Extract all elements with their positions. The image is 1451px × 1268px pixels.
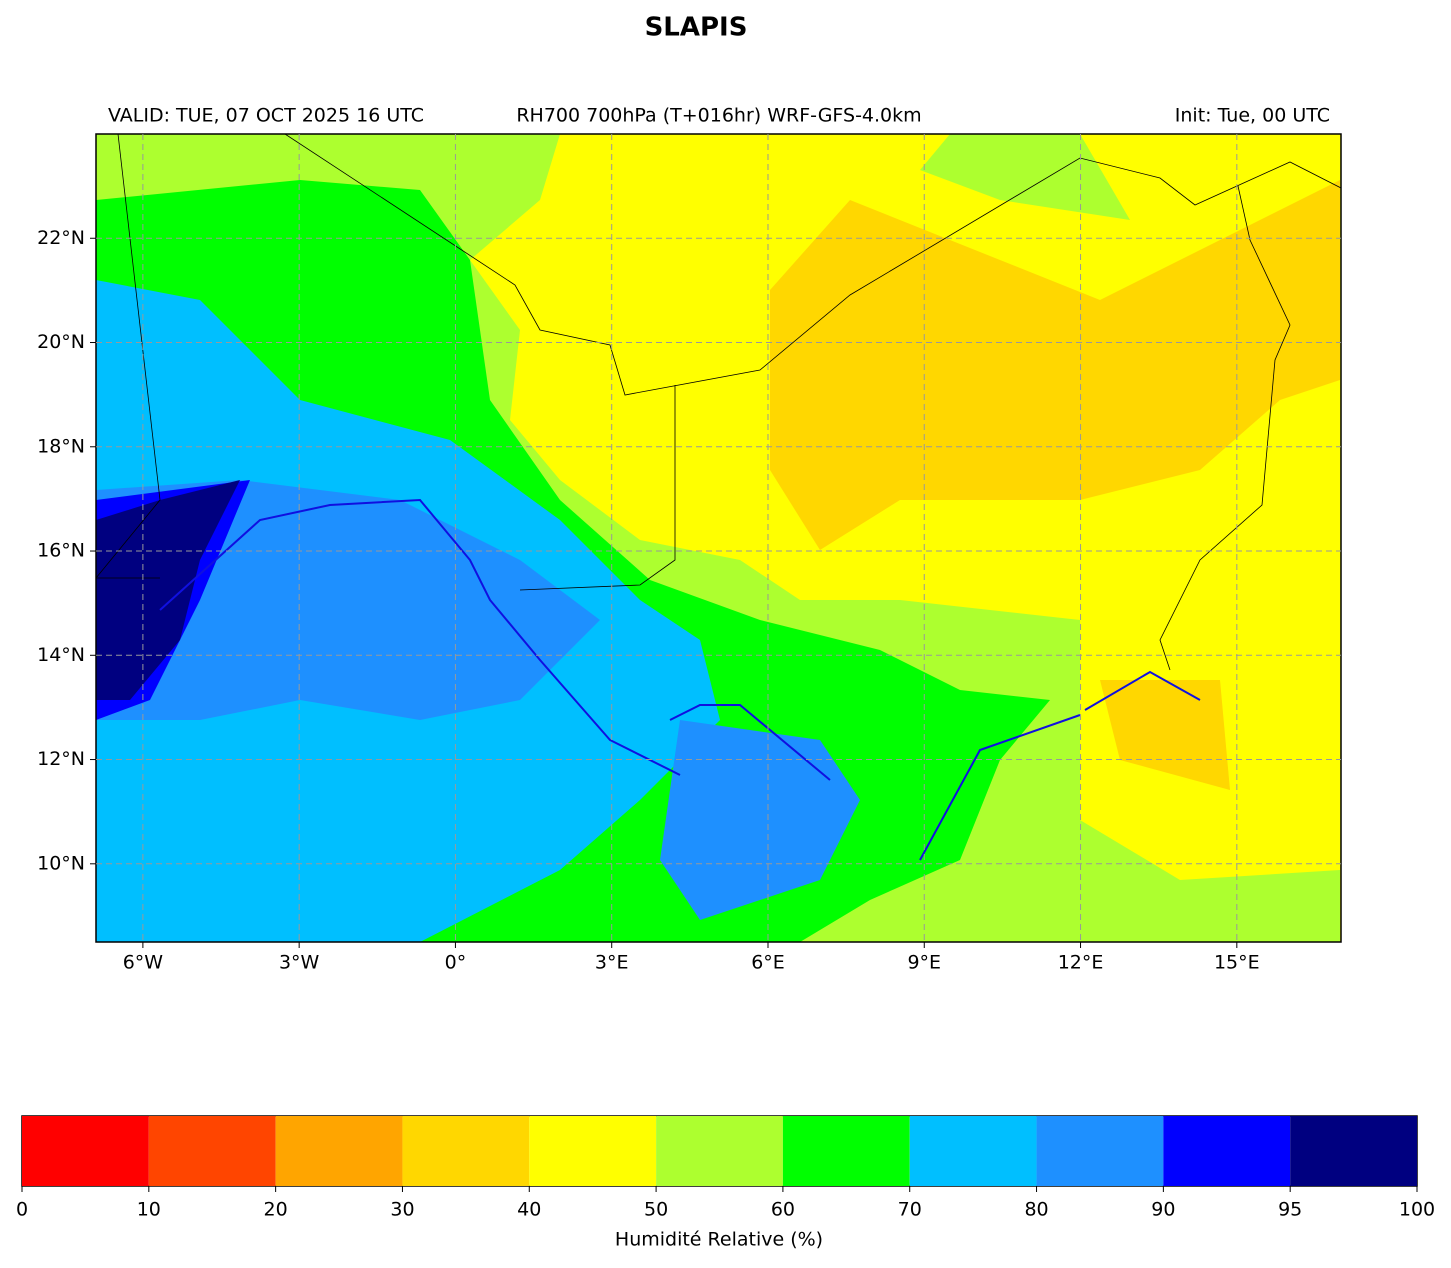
colorbar-segment — [782, 1116, 910, 1186]
x-tick-label: 3°E — [595, 952, 629, 974]
colorbar-segment — [148, 1116, 276, 1186]
colorbar-tick-label: 30 — [390, 1199, 414, 1221]
y-tick-label: 12°N — [37, 748, 85, 770]
colorbar-segment — [1163, 1116, 1291, 1186]
colorbar-tick-label: 95 — [1278, 1199, 1302, 1221]
field-area — [1100, 680, 1230, 790]
colorbar-tick-label: 70 — [898, 1199, 922, 1221]
colorbar-tick-label: 50 — [644, 1199, 668, 1221]
river — [159, 498, 1201, 861]
colorbar-segment — [275, 1116, 403, 1186]
field-description: RH700 700hPa (T+016hr) WRF-GFS-4.0km — [516, 105, 921, 127]
y-tick-label: 20°N — [37, 331, 85, 353]
colorbar-tick-label: 40 — [517, 1199, 541, 1221]
colorbar-tick-label: 60 — [771, 1199, 795, 1221]
colorbar-tick-label: 10 — [137, 1199, 161, 1221]
colorbar-tick-label: 80 — [1024, 1199, 1048, 1221]
title: SLAPIS — [645, 13, 748, 43]
colorbar-segment — [22, 1116, 149, 1186]
field-area — [920, 134, 1130, 220]
x-tick-label: 6°E — [751, 952, 785, 974]
map-frame — [95, 133, 1342, 943]
x-tick-label: 0° — [445, 952, 467, 974]
colorbar-label: Humidité Relative (%) — [615, 1229, 823, 1251]
x-tick-label: 15°E — [1214, 952, 1260, 974]
x-tick-label: 6°W — [123, 952, 164, 974]
x-tick-label: 9°E — [907, 952, 941, 974]
colorbar-segment — [909, 1116, 1037, 1186]
field-area — [660, 720, 860, 920]
country-border — [96, 134, 1341, 671]
field-area — [96, 480, 240, 700]
colorbar-segment — [1036, 1116, 1164, 1186]
colorbar-segment — [402, 1116, 530, 1186]
y-tick-label: 22°N — [37, 227, 85, 249]
y-tick-label: 10°N — [37, 852, 85, 874]
colorbar-segment — [529, 1116, 657, 1186]
x-tick-label: 12°E — [1058, 952, 1104, 974]
colorbar-tick-label: 20 — [264, 1199, 288, 1221]
y-tick-label: 16°N — [37, 540, 85, 562]
colorbar-tick-label: 0 — [16, 1199, 28, 1221]
colorbar-segment — [1290, 1116, 1417, 1186]
colorbar-tick-label: 100 — [1399, 1199, 1435, 1221]
init-time: Init: Tue, 00 UTC — [1175, 105, 1330, 127]
x-tick-label: 3°W — [279, 952, 320, 974]
field-area — [770, 180, 1340, 550]
y-tick-label: 14°N — [37, 644, 85, 666]
y-tick-label: 18°N — [37, 435, 85, 457]
humidity-field — [96, 134, 1341, 942]
colorbar-segment — [656, 1116, 783, 1186]
colorbar-tick-label: 90 — [1151, 1199, 1175, 1221]
valid-time: VALID: TUE, 07 OCT 2025 16 UTC — [108, 105, 424, 127]
